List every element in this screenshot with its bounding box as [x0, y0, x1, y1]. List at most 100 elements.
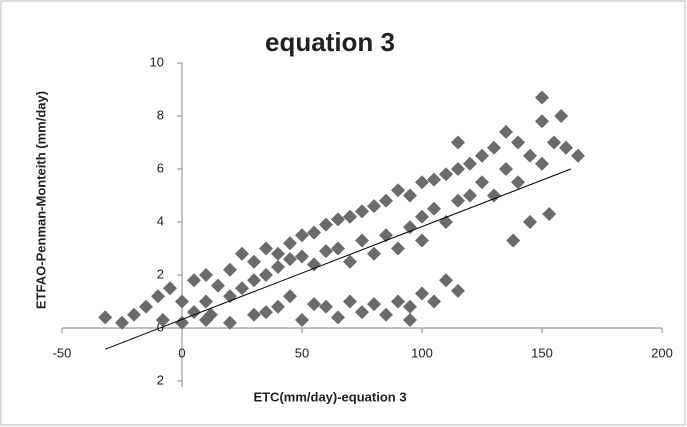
point [535, 156, 549, 171]
point [451, 193, 465, 208]
point [535, 90, 549, 105]
point [175, 315, 189, 330]
point [151, 289, 165, 304]
point [127, 307, 141, 322]
point [247, 254, 261, 269]
point [379, 193, 393, 208]
x-tick-label: 0 [178, 345, 185, 360]
point [403, 188, 417, 203]
point [211, 278, 225, 293]
point [331, 241, 345, 256]
point [451, 135, 465, 150]
point [523, 148, 537, 163]
point [98, 310, 113, 325]
x-tick-label: 100 [411, 345, 433, 360]
point [355, 305, 369, 320]
point [247, 307, 261, 322]
point [415, 286, 429, 301]
point [259, 268, 273, 282]
point [355, 233, 369, 248]
point [427, 294, 441, 309]
point [535, 114, 549, 129]
point [487, 188, 501, 203]
y-tick-label: 0 [157, 319, 164, 334]
x-axis-label: ETC(mm/day)-equation 3 [253, 389, 406, 404]
point [223, 315, 237, 330]
point [139, 299, 153, 314]
x-tick-label: 200 [651, 345, 673, 360]
point [511, 135, 525, 150]
point [319, 217, 333, 232]
point [403, 220, 417, 235]
point [451, 162, 465, 176]
x-tick-label: 150 [531, 345, 553, 360]
point [499, 124, 513, 139]
y-axis-label: ETFAO-Penman-Monteith (mm/day) [33, 91, 48, 309]
point [283, 289, 297, 304]
point [571, 148, 585, 163]
y-tick-label: 4 [157, 213, 164, 228]
point [259, 305, 273, 320]
point [187, 273, 201, 288]
point [559, 140, 573, 155]
point [295, 313, 309, 328]
point [223, 262, 237, 277]
point [415, 175, 429, 190]
point [319, 299, 333, 314]
point [199, 313, 213, 328]
x-tick-label: -50 [53, 345, 72, 360]
point [307, 257, 321, 272]
point [343, 209, 357, 224]
point [415, 233, 429, 248]
point [283, 236, 297, 251]
point [163, 281, 177, 296]
point [199, 268, 213, 282]
point [379, 307, 393, 322]
point [271, 260, 285, 275]
point [247, 273, 261, 288]
point [235, 246, 249, 261]
point [187, 305, 201, 320]
y-tick-label: 6 [157, 160, 164, 175]
point [542, 207, 557, 222]
x-tick-label: 50 [295, 345, 309, 360]
point [427, 172, 441, 187]
point [554, 109, 569, 123]
trendline [105, 168, 571, 350]
point [155, 313, 170, 328]
point [295, 249, 309, 264]
point [403, 299, 417, 314]
point [295, 228, 309, 243]
point [415, 209, 429, 224]
point [391, 241, 405, 256]
point [331, 212, 345, 227]
point [307, 225, 321, 240]
point [506, 233, 521, 248]
y-tick-label: 10 [150, 54, 164, 69]
y-tick-label: 2 [157, 372, 164, 387]
point [115, 315, 129, 330]
point [463, 156, 477, 171]
point [487, 140, 501, 155]
point [403, 313, 417, 328]
point [355, 204, 369, 219]
point [331, 310, 345, 325]
point [367, 246, 381, 261]
point [343, 254, 357, 269]
point [283, 252, 297, 267]
point [343, 294, 357, 309]
point [271, 299, 285, 314]
point [475, 175, 489, 190]
point [235, 281, 249, 296]
point [367, 199, 381, 214]
y-tick-label: 2 [157, 266, 164, 281]
point [463, 188, 477, 203]
point [439, 167, 453, 182]
point [307, 297, 321, 312]
point [547, 135, 561, 150]
point [199, 294, 213, 309]
point [475, 148, 489, 163]
point [175, 294, 189, 309]
